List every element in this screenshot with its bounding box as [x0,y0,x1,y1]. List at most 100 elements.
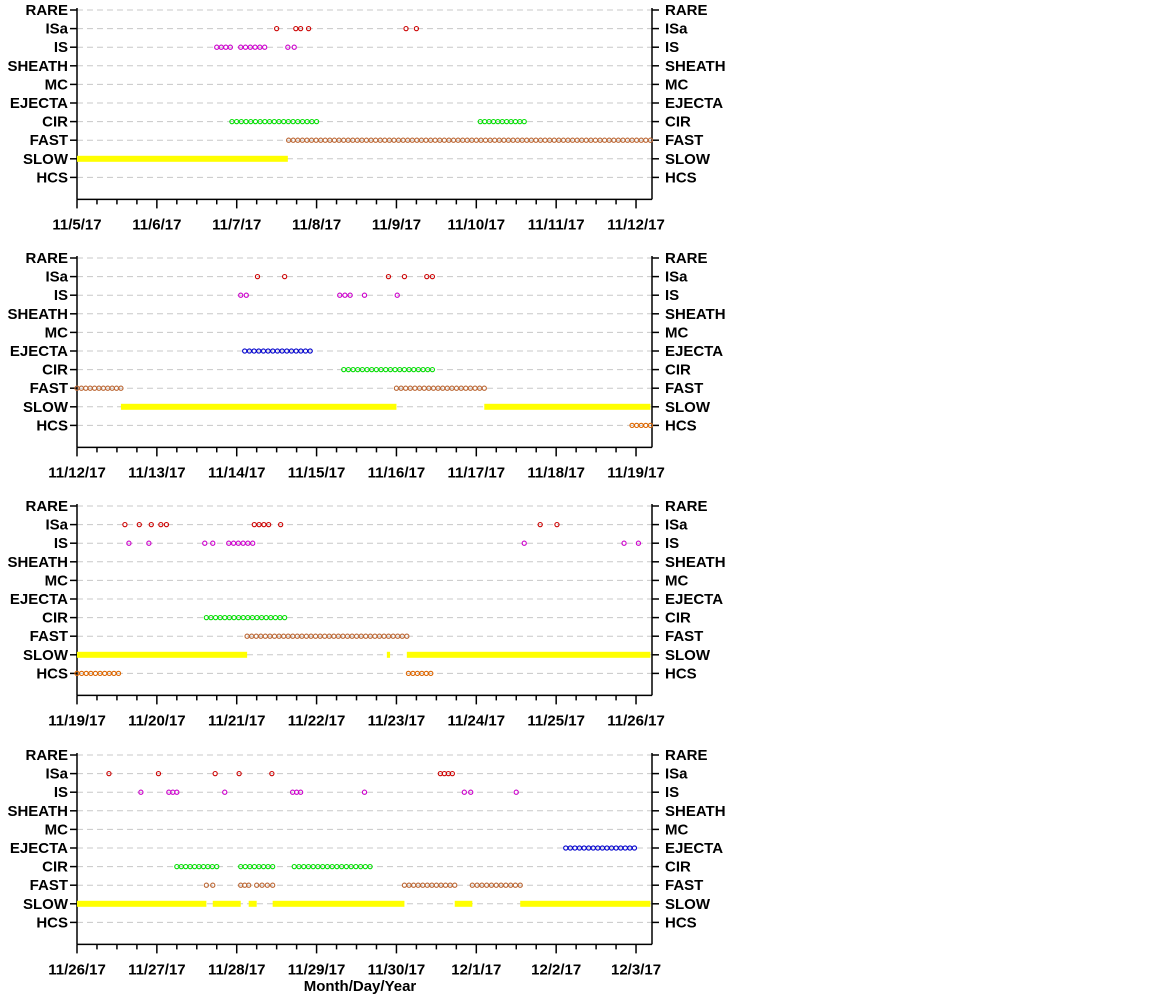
data-point-cir [281,614,288,621]
data-point-is [238,292,244,298]
y-label-right: MC [665,324,688,341]
data-point-hcs [92,670,99,677]
data-point-fast [592,137,599,143]
data-point-isa [449,770,455,777]
data-point-hcs [647,422,654,429]
slow-wind-band [272,900,405,907]
data-point-is [521,540,527,546]
data-point-cir [272,614,279,621]
x-tick-label: 11/12/17 [48,464,106,481]
data-point-isa [424,273,430,280]
x-tick-label: 11/5/17 [52,216,101,233]
data-point-cir [252,118,259,125]
slow-wind-band [120,403,397,410]
data-point-hcs [102,670,108,677]
y-label-right: ISa [665,269,688,286]
data-point-isa [163,521,170,528]
data-point-fast [412,385,418,391]
y-label-left: MC [45,821,68,838]
data-point-isa [254,273,261,280]
data-point-fast [322,633,328,639]
data-point-fast [254,882,260,888]
y-label-right: FAST [665,380,703,397]
data-point-isa [293,25,299,32]
data-point-isa [537,521,543,528]
y-label-left: SLOW [23,896,69,913]
data-point-is [247,44,253,50]
data-point-fast [203,882,210,888]
x-tick-label: 11/9/17 [372,216,421,233]
data-point-fast [542,137,548,143]
y-label-left: RARE [25,250,68,267]
data-point-fast [503,882,509,888]
series-hcs [629,422,654,429]
data-point-is [238,44,244,50]
y-label-left: ISa [45,517,68,534]
data-point-fast [469,882,475,888]
data-point-isa [122,521,128,528]
x-tick-label: 12/3/17 [611,961,661,978]
x-tick-label: 12/1/17 [451,961,501,978]
y-label-left: HCS [36,417,68,434]
data-point-is [250,540,256,546]
data-point-fast [118,385,124,391]
y-label-right: HCS [665,417,697,434]
y-label-right: RARE [665,498,708,515]
series-fast [203,882,523,888]
data-point-fast [432,137,438,143]
y-label-left: SLOW [23,399,69,416]
y-label-right: MC [665,76,688,93]
data-point-isa [158,521,164,528]
data-point-cir [214,863,220,870]
slow-wind-band [484,403,651,410]
data-point-is [257,44,263,50]
data-point-ejecta [302,348,309,354]
data-point-hcs [115,670,122,677]
data-point-cir [482,118,488,125]
data-point-is [337,292,343,298]
data-point-is [227,44,233,50]
data-point-isa [251,521,257,528]
data-point-fast [488,882,495,888]
data-point-is [461,789,467,795]
x-tick-label: 11/26/17 [48,961,106,978]
y-label-right: SLOW [665,647,711,664]
series-isa [106,770,455,777]
y-label-left: FAST [30,628,68,645]
y-label-right: EJECTA [665,840,723,857]
data-point-is [138,789,144,795]
y-label-left: SHEATH [7,58,68,75]
data-point-cir [191,863,198,870]
data-point-isa [277,521,284,528]
data-point-is [621,540,627,546]
series-fast [244,633,410,639]
data-point-fast [404,633,410,639]
x-tick-label: 11/29/17 [288,961,346,978]
x-tick-label: 11/20/17 [128,712,186,729]
data-point-is [235,540,241,546]
y-label-right: SLOW [665,896,711,913]
y-label-left: ISa [45,21,68,38]
x-tick-label: 11/11/17 [528,216,585,233]
data-point-fast [271,633,278,639]
slow-wind-band [454,900,473,907]
x-tick-label: 11/18/17 [527,464,585,481]
y-label-left: CIR [42,362,68,379]
data-point-fast [647,137,654,143]
y-label-right: SHEATH [665,58,726,75]
y-label-right: EJECTA [665,343,723,360]
data-point-is [240,540,246,546]
y-label-left: FAST [30,380,68,397]
data-point-is [468,789,474,795]
series-hcs [74,670,434,677]
y-label-right: FAST [665,132,703,149]
x-tick-label: 11/19/17 [48,712,106,729]
data-point-cir [222,614,228,621]
y-label-right: IS [665,287,679,304]
data-point-fast [210,882,216,888]
y-label-left: SHEATH [7,803,68,820]
data-point-fast [472,385,478,391]
data-point-fast [484,882,490,888]
data-point-isa [266,521,272,528]
y-label-left: RARE [25,498,68,515]
